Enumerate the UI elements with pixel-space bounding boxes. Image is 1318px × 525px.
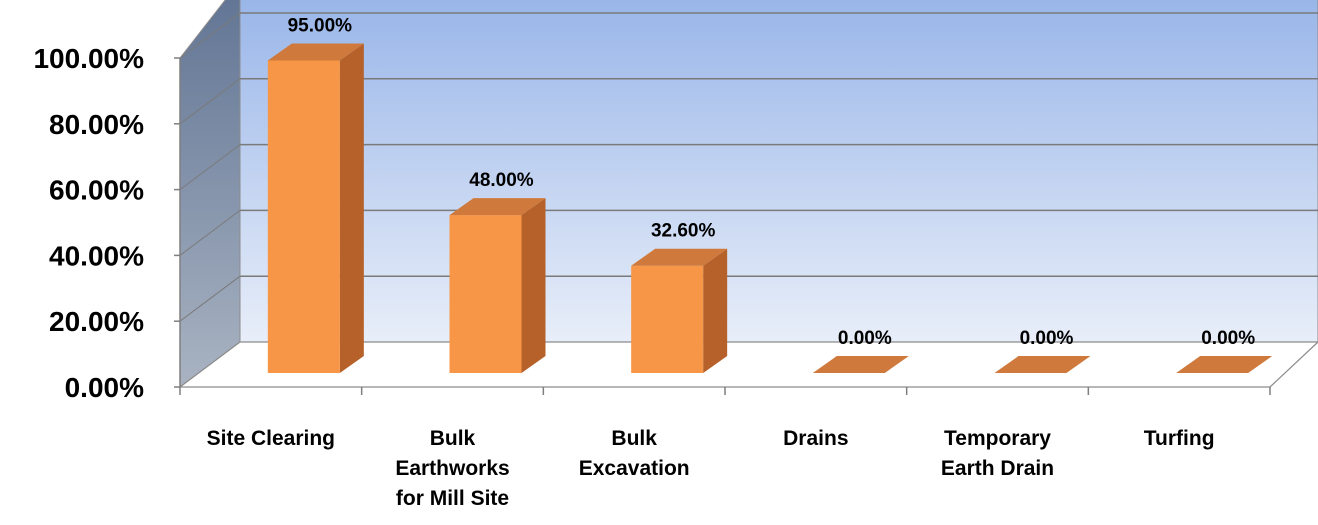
x-tick-label-line: Earth Drain (941, 457, 1054, 480)
x-tick-label-line: Turfing (1144, 427, 1215, 450)
data-label: 0.00% (1201, 328, 1255, 349)
bar (450, 215, 522, 373)
data-label: 95.00% (288, 15, 353, 36)
y-tick-label: 100.00% (33, 43, 144, 74)
y-tick-label: 0.00% (65, 372, 144, 403)
data-label: 0.00% (838, 328, 892, 349)
data-label: 32.60% (651, 221, 716, 242)
x-tick-label-line: Temporary (944, 427, 1051, 450)
x-tick-label: Temporary Earth Drain (941, 427, 1054, 480)
data-label: 48.00% (469, 170, 534, 191)
y-tick-label: 60.00% (49, 175, 144, 206)
y-tick-label: 80.00% (49, 109, 144, 140)
x-tick-label-line: Drains (783, 427, 848, 450)
x-tick-label: Drains (783, 427, 848, 450)
x-tick-label-line: Earthworks (395, 457, 509, 480)
x-tick-label-line: Bulk (611, 427, 657, 450)
x-tick-label: Bulk Excavation (579, 427, 690, 480)
y-tick-label: 40.00% (49, 240, 144, 271)
bar-side (340, 43, 364, 373)
x-tick-label-line: for Mill Site (396, 487, 509, 510)
bar (268, 60, 340, 373)
side-wall (180, 0, 240, 387)
x-tick-label: Bulk Earthworks for Mill Site (395, 427, 509, 510)
x-tick-label-line: Bulk (430, 427, 476, 450)
x-tick-label: Site Clearing (207, 427, 335, 450)
back-wall (240, 0, 1318, 342)
x-tick-label: Turfing (1144, 427, 1215, 450)
x-tick-label-line: Excavation (579, 457, 690, 480)
data-label: 0.00% (1020, 328, 1074, 349)
bar-side (522, 198, 546, 373)
bar-side (703, 249, 727, 373)
bar (631, 266, 703, 373)
y-tick-label: 20.00% (49, 306, 144, 337)
x-tick-label-line: Site Clearing (207, 427, 335, 450)
